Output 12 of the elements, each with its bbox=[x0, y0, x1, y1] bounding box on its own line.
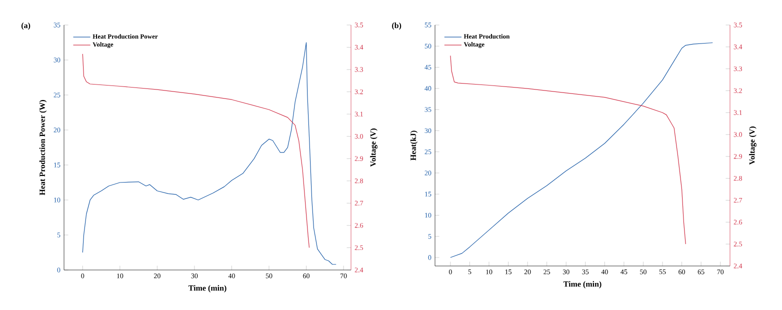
x-axis-title: Time (min) bbox=[563, 281, 602, 288]
line-series bbox=[450, 55, 686, 244]
y2-axis-title: Voltage (V) bbox=[749, 126, 756, 165]
chart-title: (a) bbox=[22, 22, 30, 30]
line-series bbox=[450, 42, 713, 258]
line-series bbox=[82, 42, 336, 265]
line-series bbox=[82, 54, 310, 248]
chart-title: (b) bbox=[392, 22, 402, 30]
y-axis-title: Heat(kJ) bbox=[410, 130, 418, 160]
y2-axis-title: Voltage (V) bbox=[370, 128, 378, 167]
y-axis-title: Heat Production Power (W) bbox=[39, 100, 47, 196]
x-axis-title: Time (min) bbox=[188, 285, 226, 292]
